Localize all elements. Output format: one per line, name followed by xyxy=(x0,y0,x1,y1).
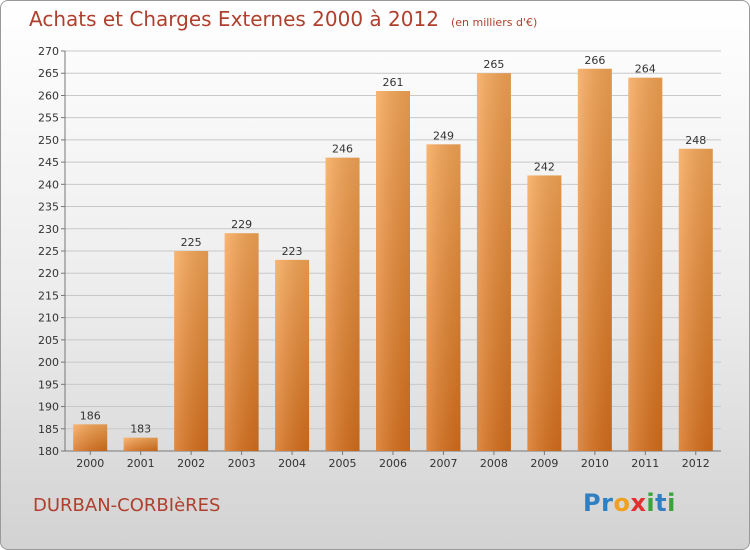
bar-value-label: 229 xyxy=(231,218,252,231)
town-name: DURBAN-CORBIèRES xyxy=(33,495,221,516)
x-tick-label: 2010 xyxy=(581,457,609,470)
bar-value-label: 264 xyxy=(635,63,656,76)
x-tick-label: 2001 xyxy=(127,457,155,470)
bar-value-label: 242 xyxy=(534,160,555,173)
y-tick-label: 215 xyxy=(38,289,59,302)
logo-letter: r xyxy=(601,489,614,517)
y-tick-label: 250 xyxy=(38,134,59,147)
bar-shade xyxy=(73,424,108,451)
y-tick-label: 255 xyxy=(38,112,59,125)
logo-letter: P xyxy=(583,489,602,517)
x-tick-label: 2004 xyxy=(278,457,306,470)
x-tick-label: 2007 xyxy=(429,457,457,470)
x-tick-label: 2008 xyxy=(480,457,508,470)
y-tick-label: 180 xyxy=(38,445,59,458)
y-tick-label: 240 xyxy=(38,178,59,191)
logo-letter: x xyxy=(630,489,647,517)
x-tick-label: 2009 xyxy=(530,457,558,470)
bar-shade xyxy=(628,77,663,452)
bar-value-label: 246 xyxy=(332,143,353,156)
bar-value-label: 261 xyxy=(383,76,404,89)
bar-shade xyxy=(678,148,713,451)
bar-value-label: 186 xyxy=(80,409,101,422)
logo-letter: i xyxy=(667,489,676,517)
bar-shade xyxy=(577,68,612,452)
x-tick-label: 2003 xyxy=(228,457,256,470)
y-tick-label: 225 xyxy=(38,245,59,258)
x-tick-label: 2011 xyxy=(631,457,659,470)
proxiti-logo: Proxiti xyxy=(583,489,676,517)
x-tick-label: 2006 xyxy=(379,457,407,470)
bar-value-label: 183 xyxy=(130,423,151,436)
bar-shade xyxy=(123,437,158,451)
bar-value-label: 266 xyxy=(584,54,605,67)
y-tick-label: 205 xyxy=(38,334,59,347)
bar-shade xyxy=(174,251,209,451)
bar-value-label: 249 xyxy=(433,129,454,142)
y-tick-label: 190 xyxy=(38,401,59,414)
bar-value-label: 223 xyxy=(282,245,303,258)
bar-shade xyxy=(527,175,562,451)
bar-value-label: 265 xyxy=(483,58,504,71)
y-tick-label: 185 xyxy=(38,423,59,436)
x-tick-label: 2002 xyxy=(177,457,205,470)
bar-shade xyxy=(476,73,511,451)
bar-value-label: 225 xyxy=(181,236,202,249)
bar-shade xyxy=(376,91,410,451)
chart-title: Achats et Charges Externes 2000 à 2012 xyxy=(29,7,439,31)
logo-letter: t xyxy=(655,489,668,517)
y-tick-label: 265 xyxy=(38,67,59,80)
bar-shade xyxy=(275,259,310,451)
x-tick-label: 2005 xyxy=(329,457,357,470)
bar-value-label: 248 xyxy=(685,134,706,147)
y-tick-label: 270 xyxy=(38,45,59,58)
bar-shade xyxy=(224,233,259,451)
y-tick-label: 230 xyxy=(38,223,59,236)
y-tick-label: 195 xyxy=(38,378,59,391)
bar-shade xyxy=(426,144,461,452)
y-tick-label: 210 xyxy=(38,312,59,325)
y-tick-label: 235 xyxy=(38,201,59,214)
x-tick-label: 2000 xyxy=(76,457,104,470)
logo-letter: i xyxy=(646,489,656,517)
logo-letter: o xyxy=(613,489,631,517)
chart-subtitle: (en milliers d'€) xyxy=(450,16,538,29)
y-tick-label: 200 xyxy=(38,356,59,369)
y-tick-label: 245 xyxy=(38,156,59,169)
chart-title-block: Achats et Charges Externes 2000 à 2012 (e… xyxy=(29,7,537,31)
x-tick-label: 2012 xyxy=(682,457,710,470)
y-tick-label: 220 xyxy=(38,267,59,280)
bar-shade xyxy=(325,157,360,451)
y-tick-label: 260 xyxy=(38,89,59,102)
